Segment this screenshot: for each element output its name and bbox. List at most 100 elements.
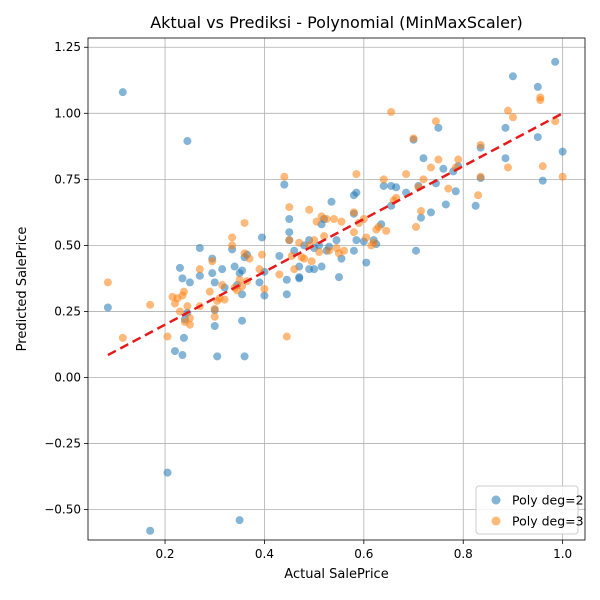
scatter-point-series-1 [349,246,358,255]
scatter-point-series-1 [146,526,155,535]
scatter-point-series-1 [327,197,336,206]
legend-label-series-1: Poly deg=2 [512,493,584,508]
scatter-point-series-1 [315,241,324,250]
scatter-point-series-1 [235,516,244,525]
scatter-point-series-1 [441,200,450,209]
scatter-point-series-1 [538,176,547,185]
scatter-point-series-2 [195,265,204,274]
scatter-point-series-2 [508,113,517,122]
scatter-point-series-2 [260,285,269,293]
scatter-point-series-2 [503,163,512,172]
scatter-point-series-2 [238,282,247,291]
scatter-point-series-1 [334,273,343,282]
scatter-point-series-2 [310,236,319,245]
scatter-point-series-2 [175,307,184,316]
scatter-point-series-2 [503,106,512,115]
scatter-point-series-1 [195,244,204,253]
scatter-point-series-2 [287,251,296,260]
scatter-point-series-2 [228,241,237,250]
scatter-point-series-2 [412,222,421,231]
scatter-point-series-1 [551,57,560,66]
scatter-point-series-1 [185,278,194,287]
scatter-point-series-1 [310,265,319,274]
scatter-point-series-2 [476,172,485,181]
scatter-point-series-1 [439,164,448,173]
scatter-point-series-2 [185,320,194,329]
scatter-point-series-2 [295,238,304,247]
axis-ticks: 0.2 0.4 0.6 0.8 1.0 −0.50 −0.25 0.00 0.25 0.50 0.7… [44,40,572,561]
scatter-point-series-2 [183,302,192,311]
scatter-point-series-1 [282,290,291,299]
legend: Poly deg=2 Poly deg=3 [475,485,584,535]
scatter-point-series-2 [536,93,545,102]
scatter-point-series-1 [163,468,172,477]
scatter-point-series-2 [275,270,284,279]
scatter-point-series-1 [471,201,480,210]
x-tick-label: 0.6 [354,547,373,561]
scatter-point-series-2 [218,281,227,290]
y-tick-label: 0.50 [54,238,81,252]
scatter-point-series-1 [178,274,187,283]
scatter-point-series-1 [412,246,421,255]
x-tick-label: 0.2 [155,547,174,561]
scatter-point-series-2 [228,233,237,242]
scatter-point-series-2 [118,333,127,342]
scatter-point-series-2 [337,217,346,226]
y-tick-label: 0.75 [54,172,81,186]
scatter-point-series-2 [434,155,443,164]
reference-line-layer [107,112,564,357]
scatter-point-series-1 [362,258,371,267]
scatter-point-series-1 [508,72,517,81]
scatter-point-series-2 [103,278,112,287]
scatter-point-series-2 [474,191,483,200]
scatter-point-series-1 [501,123,510,132]
scatter-point-series-1 [179,333,188,342]
scatter-point-series-1 [208,269,217,278]
scatter-point-series-1 [170,347,179,356]
scatter-point-series-2 [210,304,219,313]
scatter-point-series-2 [240,249,249,258]
scatter-point-series-1 [533,133,542,142]
scatter-point-series-1 [257,233,266,242]
scatter-point-series-2 [431,117,440,126]
scatter-point-series-2 [282,332,291,341]
scatter-point-series-1 [317,262,326,271]
scatter-point-series-1 [352,188,361,197]
scatter-point-series-2 [257,250,266,259]
scatter-point-series-1 [533,82,542,91]
scatter-point-series-2 [210,312,219,321]
scatter-point-series-1 [210,321,219,330]
scatter-point-series-2 [349,208,358,217]
scatter-point-series-1 [434,123,443,132]
scatter-point-series-2 [551,117,560,126]
scatter-point-series-2 [245,254,254,263]
scatter-point-series-2 [409,134,418,143]
scatter-point-series-2 [419,175,428,184]
scatter-point-series-1 [451,187,460,196]
plot-area-frame [87,37,586,541]
scatter-point-series-2 [280,172,289,181]
x-tick-label: 0.4 [255,547,274,561]
scatter-point-series-2 [255,265,264,274]
scatter-point-series-2 [454,155,463,164]
scatter-point-series-2 [305,205,314,214]
scatter-point-series-2 [362,233,371,242]
scatter-point-series-1 [238,316,247,325]
scatter-point-series-2 [558,172,567,181]
scatter-point-series-2 [369,238,378,247]
legend-box [475,485,579,535]
y-tick-label: 1.00 [54,106,81,120]
scatter-point-series-1 [558,147,567,156]
ideal-fit-line [107,112,564,357]
scatter-point-series-1 [103,303,112,312]
scatter-point-series-2 [325,246,334,255]
y-tick-label: 1.25 [54,40,81,54]
scatter-point-series-2 [290,265,299,274]
scatter-point-series-2 [339,246,348,255]
scatter-point-series-2 [146,300,155,309]
scatter-point-series-1 [178,351,187,360]
scatter-point-series-2 [285,203,294,212]
scatter-point-series-1 [238,266,247,275]
y-tick-label: −0.50 [44,503,81,517]
